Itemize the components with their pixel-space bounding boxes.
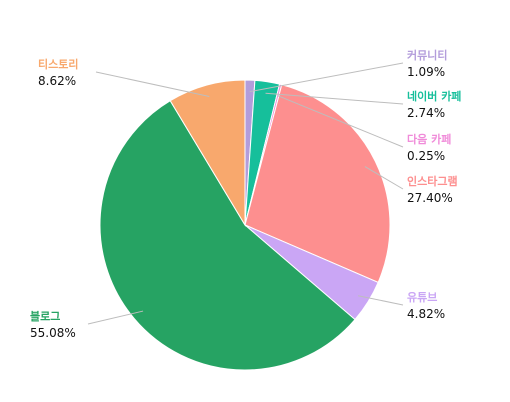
slice-label-2: 네이버 카페 xyxy=(407,89,461,103)
slice-value-3: 0.25% xyxy=(407,149,445,163)
slice-label-3: 다음 카페 xyxy=(407,132,451,146)
slice-value-2: 2.74% xyxy=(407,106,445,120)
pie-slice-7[interactable] xyxy=(169,79,246,227)
slice-value-4: 27.40% xyxy=(407,191,453,205)
slice-label-7: 티스토리 xyxy=(38,57,78,71)
slice-label-1: 커뮤니티 xyxy=(407,48,447,62)
slice-value-5: 4.82% xyxy=(407,307,445,321)
slice-label-6: 블로그 xyxy=(30,310,60,323)
leader-line-5 xyxy=(358,295,404,306)
slice-label-5: 유튜브 xyxy=(407,291,437,304)
pie-slices xyxy=(99,79,391,371)
slice-value-1: 1.09% xyxy=(407,65,445,79)
leader-line-2 xyxy=(265,92,404,105)
slice-label-4: 인스타그램 xyxy=(407,174,458,188)
leader-line-1 xyxy=(249,62,404,93)
slice-labels: 커뮤니티 1.09% 네이버 카페 2.74% 다음 카페 0.25% 인스타그램 27.40… xyxy=(30,48,461,340)
leader-line-6 xyxy=(87,310,144,325)
leader-line-4 xyxy=(364,166,404,190)
leader-line-3 xyxy=(277,95,404,148)
leader-line-7 xyxy=(95,71,210,97)
pie-slice-6[interactable] xyxy=(99,100,356,371)
pie-slice-4[interactable] xyxy=(244,84,391,284)
slice-value-7: 8.62% xyxy=(38,74,76,88)
slice-value-6: 55.08% xyxy=(30,326,76,340)
